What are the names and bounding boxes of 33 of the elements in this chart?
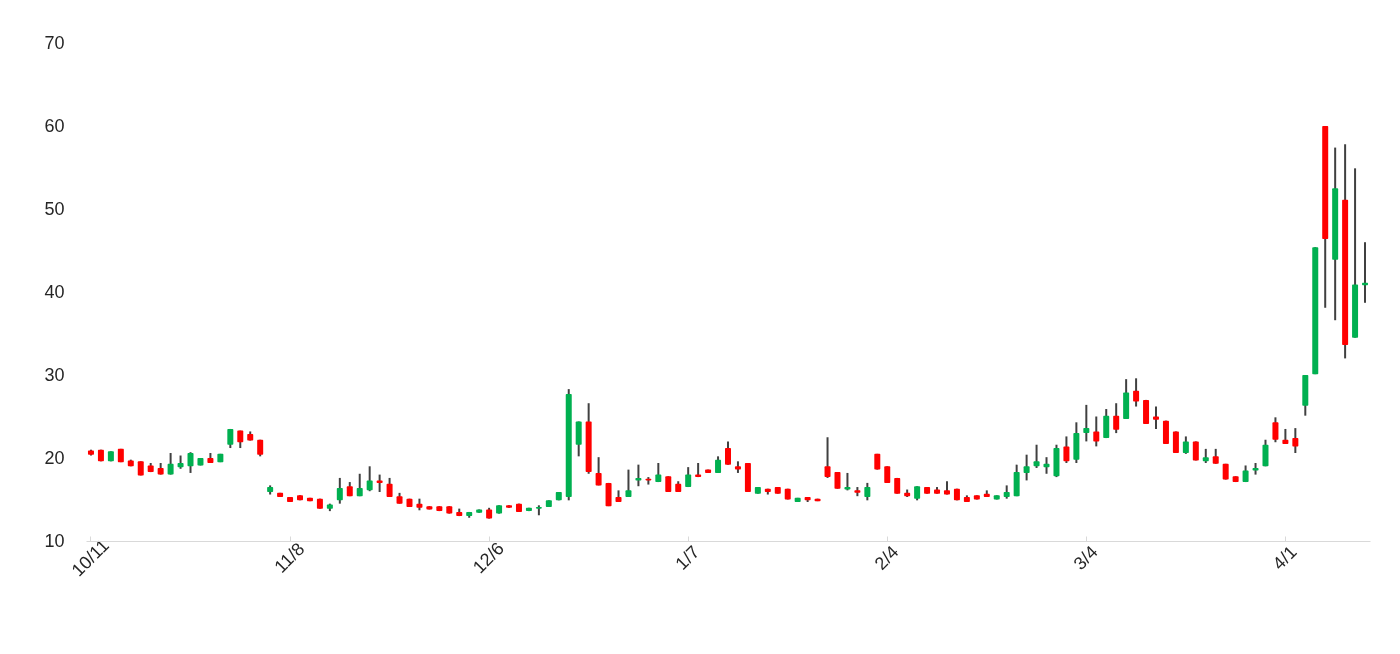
- y-tick-label: 30: [44, 364, 65, 385]
- candlestick: [1113, 402, 1120, 435]
- candlestick: [824, 436, 831, 479]
- candlestick: [575, 420, 582, 458]
- y-tick-label: 40: [44, 281, 65, 302]
- candlestick: [336, 476, 343, 505]
- candlestick: [1262, 438, 1269, 468]
- candlestick: [1272, 416, 1279, 444]
- x-tick-label: 3/4: [1069, 541, 1102, 574]
- x-tick-label: 2/4: [870, 541, 903, 574]
- candlestick: [625, 468, 632, 499]
- candlestick: [366, 465, 373, 493]
- x-tick-label: 1/7: [671, 541, 704, 574]
- y-tick-label: 10: [44, 530, 65, 551]
- candlestick: [1133, 377, 1140, 408]
- candlestick: [1103, 408, 1110, 440]
- candlestick: [187, 451, 194, 474]
- candlestick: [1023, 453, 1030, 482]
- candlestick: [167, 452, 174, 476]
- candlestick: [1083, 403, 1090, 443]
- candlestick: [1292, 427, 1299, 455]
- y-tick-label: 50: [44, 198, 65, 219]
- candlestick: [725, 440, 731, 466]
- candlestick: [1093, 415, 1100, 448]
- candlestick: [1153, 405, 1159, 430]
- y-tick-label: 70: [44, 32, 65, 53]
- candlestick: [1063, 435, 1070, 464]
- candlestick: [595, 456, 602, 487]
- y-tick-label: 60: [44, 115, 65, 136]
- candlestick: [1033, 443, 1040, 469]
- x-tick-label: 11/8: [270, 538, 309, 577]
- x-tick-label: 4/1: [1268, 541, 1301, 574]
- y-tick-label: 20: [44, 447, 65, 468]
